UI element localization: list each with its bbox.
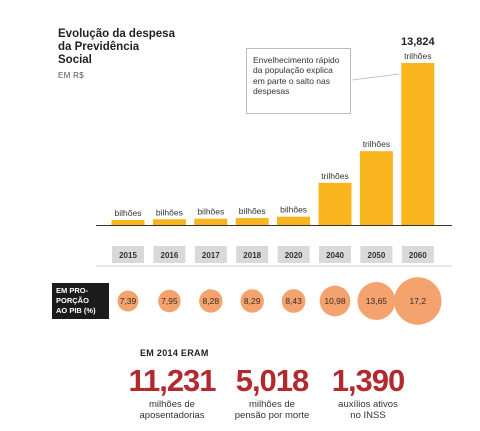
- stat-auxilios: 1,390 auxílios ativos no INSS: [318, 363, 418, 422]
- pib-circle: [357, 282, 396, 320]
- pib-label-line-1: EM PRO-: [56, 286, 89, 295]
- year-box: [277, 246, 310, 263]
- pib-proportion-label: EM PRO- PORÇÃO AO PIB (%): [52, 283, 109, 319]
- x-tick-label: 2050: [368, 251, 386, 260]
- bar-unit-label: trilhões: [321, 171, 348, 181]
- pib-label-line-2: PORÇÃO: [56, 296, 89, 305]
- unit-label: EM R$: [58, 71, 84, 80]
- stat-pensao: 5,018 milhões de pensão por morte: [222, 363, 322, 422]
- stat-aposentadorias: 11,231 milhões de aposentadorias: [118, 363, 226, 422]
- pib-circle: [281, 289, 306, 313]
- title-line-2: da Previdência: [58, 41, 140, 53]
- bar-unit-label: bilhões: [197, 207, 224, 217]
- bar: [152, 219, 186, 225]
- pib-value-label: 7,39: [120, 296, 137, 306]
- pib-value-label: 7,95: [161, 296, 178, 306]
- pib-value-label: 13,65: [366, 296, 388, 306]
- title-line-3: Social: [58, 54, 92, 66]
- pib-value-label: 10,98: [324, 296, 346, 306]
- pib-circle: [394, 277, 442, 325]
- stats-heading: EM 2014 ERAM: [140, 348, 209, 358]
- x-tick-label: 2020: [285, 251, 303, 260]
- x-tick-label: 2018: [243, 251, 261, 260]
- bar-unit-label: bilhões: [280, 205, 307, 215]
- pib-value-label: 8,43: [285, 296, 302, 306]
- bar: [359, 151, 393, 225]
- x-tick-label: 2016: [161, 251, 179, 260]
- stat-label: milhões de pensão por morte: [234, 399, 310, 421]
- bar: [318, 182, 352, 225]
- x-tick-label: 2060: [409, 251, 427, 260]
- bar-unit-label: trilhões: [363, 139, 390, 149]
- bar-unit-label: trilhões: [404, 51, 431, 61]
- pib-value-label: 8,28: [203, 296, 220, 306]
- year-box: [360, 246, 393, 263]
- bar-unit-label: bilhões: [115, 208, 142, 218]
- bar-unit-label: bilhões: [156, 207, 183, 217]
- pib-circle: [158, 289, 181, 313]
- year-box: [153, 246, 186, 263]
- year-box: [112, 246, 144, 263]
- title-line-1: Evolução da despesa: [58, 28, 175, 40]
- pib-value-label: 17,2: [410, 296, 427, 306]
- pib-value-label: 8,29: [244, 296, 261, 306]
- stat-value: 11,231: [128, 363, 216, 398]
- note-connector: [351, 73, 400, 81]
- bar: [277, 216, 311, 225]
- pib-circle: [319, 285, 351, 317]
- bar: [194, 218, 228, 225]
- x-tick-label: 2017: [202, 251, 220, 260]
- year-box: [319, 246, 351, 263]
- bar: [235, 218, 269, 225]
- top-value-label: 13,824: [401, 36, 436, 48]
- bar: [401, 63, 435, 225]
- stat-value: 1,390: [331, 363, 406, 398]
- pib-circle: [240, 289, 264, 313]
- pib-label-line-3: AO PIB (%): [56, 306, 96, 315]
- year-box: [194, 246, 227, 263]
- annotation-note: Envelhecimento rápido da população expli…: [246, 48, 351, 114]
- pib-circle: [199, 289, 223, 313]
- stat-value: 5,018: [235, 363, 310, 398]
- chart-title: Evolução da despesa da Previdência Socia…: [58, 28, 198, 67]
- stat-label: milhões de aposentadorias: [139, 399, 205, 421]
- stat-label: auxílios ativos no INSS: [338, 399, 398, 421]
- year-box: [236, 246, 269, 263]
- year-box: [401, 246, 434, 263]
- bar-unit-label: bilhões: [239, 206, 266, 216]
- bar: [111, 219, 145, 225]
- x-tick-label: 2040: [326, 251, 344, 260]
- x-tick-label: 2015: [119, 251, 137, 260]
- pib-circle: [117, 290, 139, 312]
